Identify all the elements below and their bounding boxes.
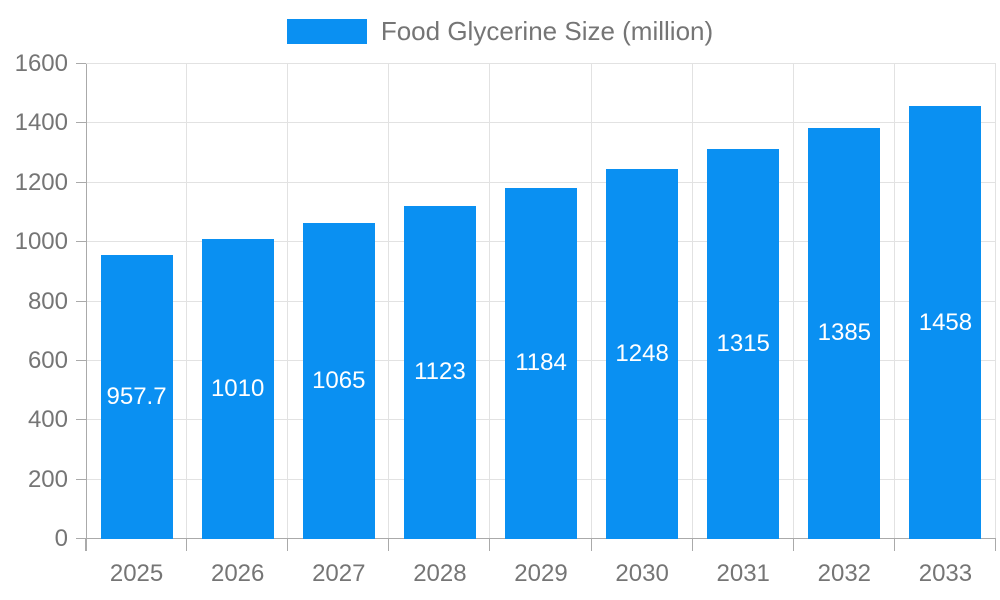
- x-tick: [287, 539, 289, 551]
- x-gridline: [893, 64, 895, 539]
- x-tick-label: 2027: [312, 560, 366, 587]
- x-tick-label: 2028: [413, 560, 467, 587]
- y-gridline: [86, 122, 996, 124]
- y-tick-label: 200: [27, 465, 68, 493]
- x-tick-label: 2032: [817, 560, 872, 587]
- x-tick-label: 2031: [716, 560, 770, 587]
- bar[interactable]: 1010: [201, 239, 274, 539]
- y-tick-label: 0: [54, 525, 68, 552]
- y-tick: [76, 181, 86, 183]
- bar[interactable]: 1065: [302, 222, 375, 539]
- x-gridline: [388, 64, 390, 539]
- y-tick-label: 400: [27, 406, 68, 434]
- bar[interactable]: 1123: [403, 205, 476, 539]
- x-tick-label: 2026: [210, 560, 265, 587]
- bar[interactable]: 1248: [606, 168, 679, 539]
- y-tick: [76, 419, 86, 421]
- x-tick: [186, 539, 188, 551]
- plot-area: 0 200 400 600 800 1000 1200 1400 1600 2025 2026 202…: [15, 50, 996, 587]
- y-gridline: [86, 181, 996, 183]
- x-tick: [792, 539, 794, 551]
- bar[interactable]: 1184: [505, 187, 577, 539]
- bar-value-label: 1065: [312, 366, 366, 394]
- x-tick-label: 2030: [615, 560, 669, 587]
- y-axis-line: [86, 64, 87, 551]
- x-tick-label: 2025: [109, 560, 164, 587]
- bar[interactable]: 1385: [808, 127, 881, 539]
- bar-value-label: 1458: [918, 308, 973, 336]
- y-tick: [76, 122, 86, 124]
- y-tick: [76, 478, 86, 480]
- x-tick-label: 2029: [514, 560, 568, 587]
- bar-value-label: 1385: [817, 319, 872, 347]
- bar-value-label: 1010: [210, 375, 265, 403]
- bar-value-label: 1123: [414, 358, 466, 386]
- bar[interactable]: 957.7: [100, 254, 173, 539]
- x-gridline: [792, 64, 794, 539]
- bar[interactable]: 1458: [909, 106, 982, 539]
- x-gridline: [691, 64, 693, 539]
- y-tick: [76, 241, 86, 243]
- y-tick: [76, 359, 86, 361]
- bar-value-label: 1248: [615, 339, 669, 367]
- y-tick: [76, 300, 86, 302]
- x-tick: [388, 539, 390, 551]
- bar[interactable]: 1315: [707, 148, 780, 539]
- bar-value-label: 957.7: [106, 382, 167, 410]
- x-tick: [893, 539, 895, 551]
- x-gridline: [590, 64, 592, 539]
- y-tick: [76, 63, 86, 64]
- x-gridline: [287, 64, 289, 539]
- bar-value-label: 1315: [716, 329, 770, 357]
- y-tick-label: 1400: [14, 109, 68, 137]
- legend-swatch: [286, 19, 367, 44]
- y-tick-label: 1600: [14, 50, 68, 77]
- x-tick: [489, 539, 491, 551]
- x-tick-label: 2033: [918, 560, 973, 587]
- y-tick-label: 800: [27, 287, 68, 315]
- y-tick: [76, 538, 86, 539]
- y-tick-label: 1200: [14, 168, 68, 196]
- legend: Food Glycerine Size (million): [0, 16, 1000, 47]
- y-gridline: [86, 63, 996, 64]
- x-tick: [590, 539, 592, 551]
- x-tick: [995, 539, 996, 551]
- x-tick: [85, 539, 86, 551]
- y-tick-label: 1000: [14, 228, 68, 256]
- legend-item[interactable]: Food Glycerine Size (million): [286, 16, 714, 47]
- x-gridline: [995, 64, 996, 539]
- x-gridline: [186, 64, 188, 539]
- bar-value-label: 1184: [515, 349, 567, 377]
- legend-label: Food Glycerine Size (million): [380, 16, 714, 46]
- y-tick-label: 600: [27, 346, 68, 374]
- x-gridline: [489, 64, 491, 539]
- x-tick: [691, 539, 693, 551]
